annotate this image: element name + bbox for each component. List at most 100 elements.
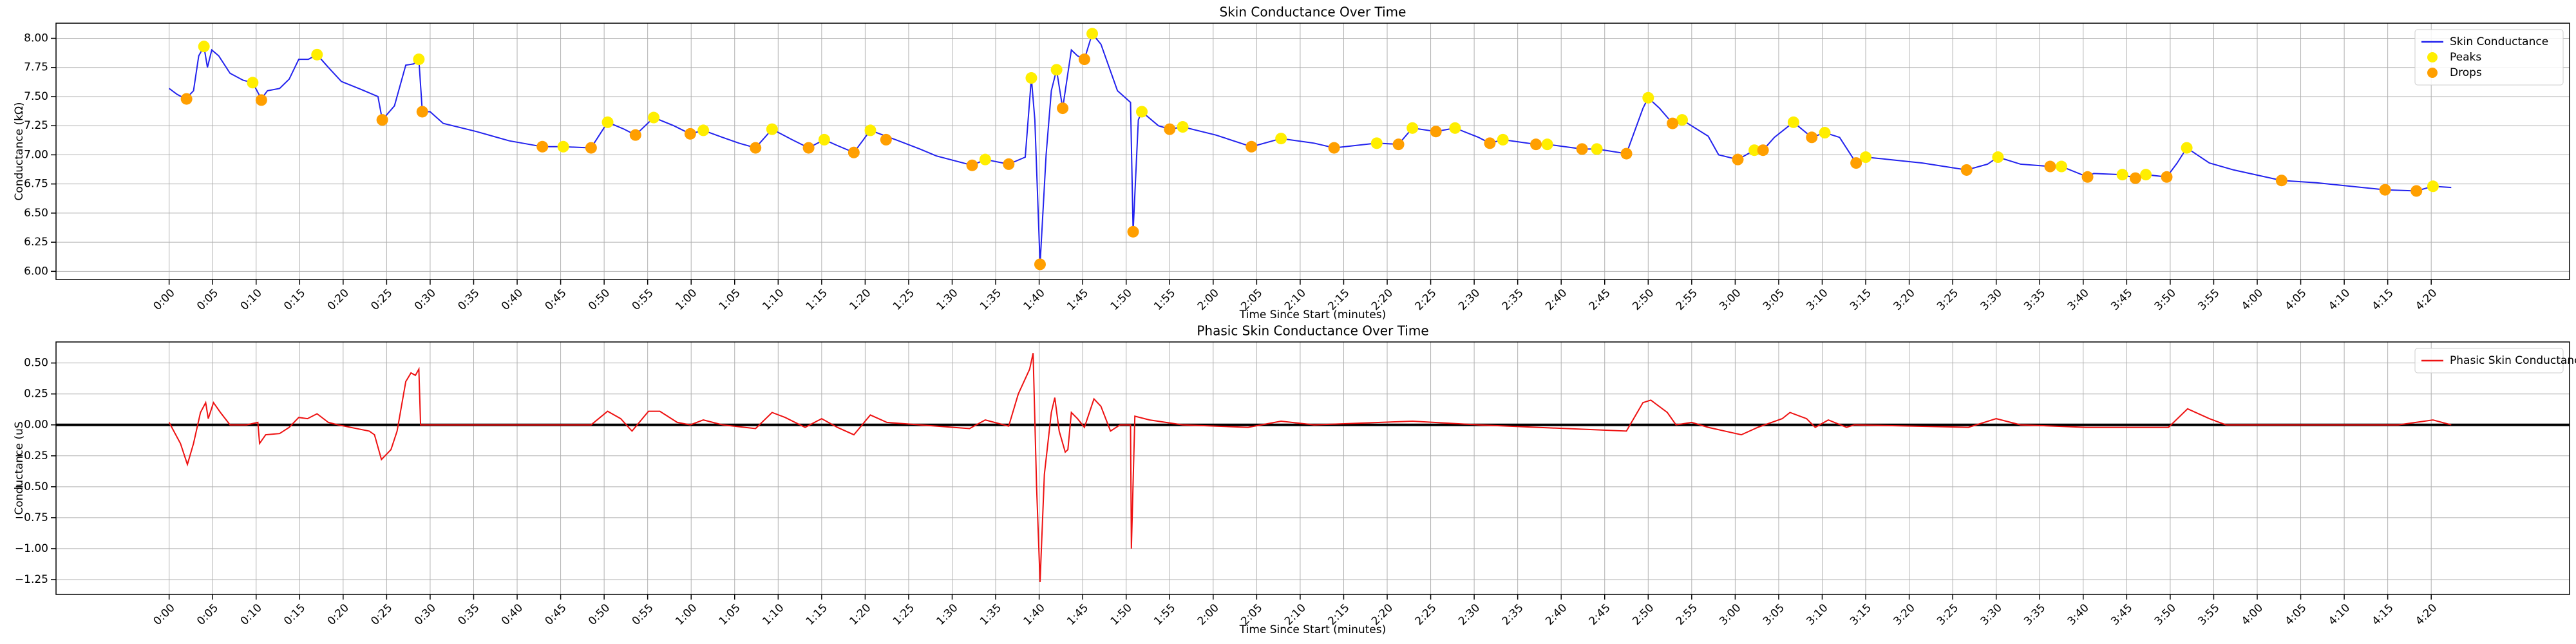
x-tick-label: 0:30 [412,287,439,313]
x-tick-label: 1:40 [1021,601,1048,628]
marker [2140,169,2152,181]
marker [1748,144,1761,156]
marker [766,123,778,135]
x-tick-label: 0:35 [455,601,482,628]
x-tick-label: 1:55 [1151,601,1178,628]
marker [1667,117,1679,129]
x-tick-label: 1:25 [891,601,917,628]
marker [1025,72,1037,84]
marker [1787,116,1799,128]
plot-area [56,342,2570,594]
marker [1136,106,1148,118]
x-tick-label: 4:10 [2326,601,2353,628]
x-tick-label: 0:30 [412,601,439,628]
x-tick-label: 3:55 [2195,287,2222,313]
marker [1370,137,1383,149]
x-tick-label: 1:45 [1065,601,1091,628]
x-tick-label: 4:20 [2413,601,2439,628]
y-tick-label: 6.25 [24,236,48,249]
marker [1164,123,1176,135]
x-tick-label: 3:55 [2195,601,2222,628]
marker [1497,133,1509,146]
x-tick-label: 1:20 [847,601,873,628]
marker [1576,143,1588,155]
marker [2081,171,2094,183]
x-tick-label: 3:40 [2065,287,2092,313]
marker [1328,142,1340,154]
x-tick-label: 0:35 [455,287,482,313]
x-tick-label: 1:55 [1151,287,1178,313]
marker [2410,185,2423,197]
y-tick-label: 6.50 [24,207,48,220]
marker [255,94,267,106]
x-tick-label: 2:40 [1543,287,1569,313]
marker [413,53,425,66]
x-tick-label: 1:10 [760,287,786,313]
x-tick-label: 4:00 [2239,601,2266,628]
marker [557,140,569,153]
marker [601,116,614,128]
x-tick-label: 0:40 [499,601,526,628]
x-tick-label: 2:35 [1500,287,1526,313]
x-tick-label: 3:25 [1935,601,1961,628]
x-tick-label: 1:30 [934,287,960,313]
y-tick-label: −0.25 [15,450,48,462]
x-tick-label: 4:05 [2282,287,2309,313]
marker [2044,160,2056,173]
marker [585,142,597,154]
x-tick-label: 1:15 [804,287,830,313]
y-axis-label: Conductance (kΩ) [13,102,26,200]
x-tick-label: 2:40 [1543,601,1569,628]
marker [750,142,762,154]
x-tick-label: 0:05 [194,287,221,313]
x-tick-label: 0:00 [151,601,178,628]
x-tick-label: 3:50 [2152,601,2179,628]
x-tick-label: 2:50 [1630,287,1656,313]
x-tick-label: 4:15 [2370,287,2396,313]
x-tick-label: 3:20 [1891,287,1918,313]
marker [1806,131,1818,144]
marker [180,93,193,105]
marker [2275,175,2287,187]
x-tick-label: 0:45 [542,287,569,313]
marker [880,133,892,146]
y-tick-label: 6.00 [24,265,48,278]
x-tick-label: 0:10 [238,601,265,628]
marker [1086,28,1099,40]
legend-label: Skin Conductance [2450,35,2548,48]
y-tick-label: 0.00 [24,419,48,431]
x-tick-label: 0:40 [499,287,526,313]
x-tick-label: 4:10 [2326,287,2353,313]
x-tick-label: 0:55 [630,287,656,313]
marker [1620,147,1633,160]
x-tick-label: 3:20 [1891,601,1918,628]
y-axis-label: Conductance (uS [13,421,26,515]
legend-box [2414,348,2564,374]
marker [247,77,259,89]
legend-swatch [2427,68,2438,78]
marker [848,146,860,158]
marker [2056,160,2068,173]
y-tick-label: 8.00 [24,32,48,45]
y-tick-label: 0.50 [24,357,48,370]
y-tick-label: 0.25 [24,388,48,401]
x-tick-label: 2:30 [1456,601,1482,628]
marker [2161,171,2173,183]
plot-area [56,23,2570,279]
marker [536,140,549,153]
legend: Skin Conductance Peaks Drops [2414,29,2564,86]
x-tick-label: 1:50 [1108,287,1135,313]
x-tick-label: 0:10 [238,287,265,313]
y-tick-label: −1.25 [15,573,48,586]
x-tick-label: 2:00 [1195,287,1222,313]
marker [802,142,815,154]
legend-swatch [2427,52,2438,62]
y-tick-label: 7.00 [24,148,48,161]
x-tick-label: 3:15 [1848,601,1874,628]
series-line [168,353,2452,582]
x-tick-label: 0:55 [630,601,656,628]
x-tick-label: 2:55 [1674,601,1700,628]
y-tick-label: −0.50 [15,480,48,493]
plot-frame [55,23,2570,280]
